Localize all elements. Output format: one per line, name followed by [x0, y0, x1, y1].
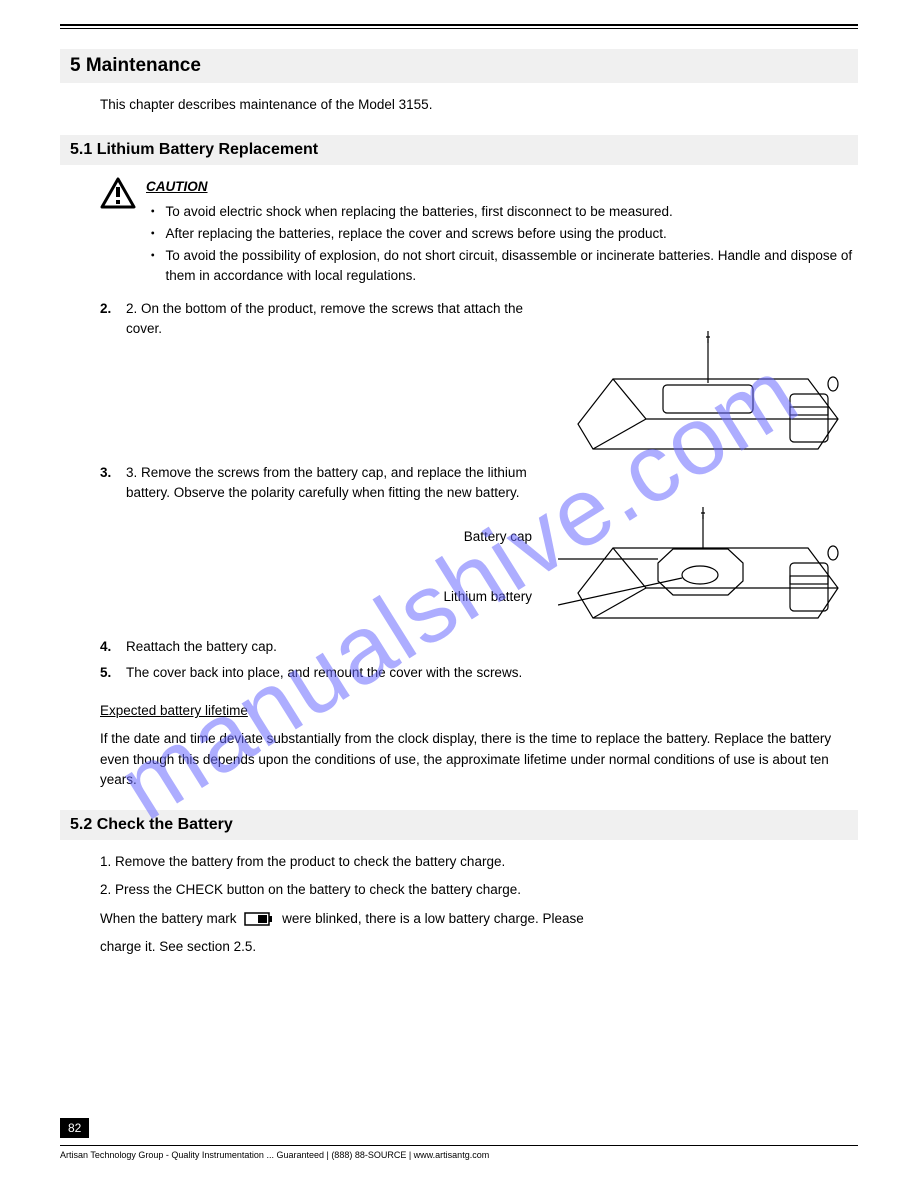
- heading-battery-replacement: 5.1 Lithium Battery Replacement: [60, 135, 858, 165]
- step-5: 5. The cover back into place, and remoun…: [100, 663, 858, 683]
- caution-item: ・To avoid the possibility of explosion, …: [146, 246, 858, 287]
- heading-maintenance: 5 Maintenance: [60, 49, 858, 83]
- check-see: charge it. See section 2.5.: [100, 937, 858, 957]
- maintenance-intro: This chapter describes maintenance of th…: [60, 95, 858, 115]
- step-2: 2. 2. On the bottom of the product, remo…: [100, 299, 542, 340]
- check-step-1: 1. Remove the battery from the product t…: [100, 852, 858, 872]
- check-step-2: 2. Press the CHECK button on the battery…: [100, 880, 858, 900]
- caution-label: CAUTION: [146, 179, 208, 194]
- caution-item: ・To avoid electric shock when replacing …: [146, 202, 858, 222]
- maintenance-intro-text: This chapter describes maintenance of th…: [100, 95, 858, 115]
- lifetime-heading: Expected battery lifetime: [100, 701, 858, 721]
- lifetime-text: If the date and time deviate substantial…: [100, 729, 858, 790]
- diagram-replace-battery: [558, 463, 858, 633]
- page-number: 82: [60, 1118, 89, 1138]
- page-body: 5 Maintenance This chapter describes mai…: [0, 0, 918, 1005]
- label-battery-cap: Battery cap: [100, 527, 542, 547]
- footer-text: Artisan Technology Group - Quality Instr…: [60, 1145, 858, 1160]
- check-note: When the battery mark were blinked, ther…: [100, 909, 858, 929]
- label-lithium-battery: Lithium battery: [100, 587, 542, 607]
- battery-icon: [244, 911, 274, 927]
- caution-item: ・After replacing the batteries, replace …: [146, 224, 858, 244]
- heading-check-battery: 5.2 Check the Battery: [60, 810, 858, 840]
- step-3: 3. 3. Remove the screws from the battery…: [100, 463, 542, 504]
- diagram-remove-cover: [558, 299, 858, 459]
- caution-block: CAUTION ・To avoid electric shock when re…: [100, 177, 858, 288]
- top-rule: [60, 24, 858, 29]
- caution-icon: [100, 177, 136, 209]
- step-4: 4. Reattach the battery cap.: [100, 637, 858, 657]
